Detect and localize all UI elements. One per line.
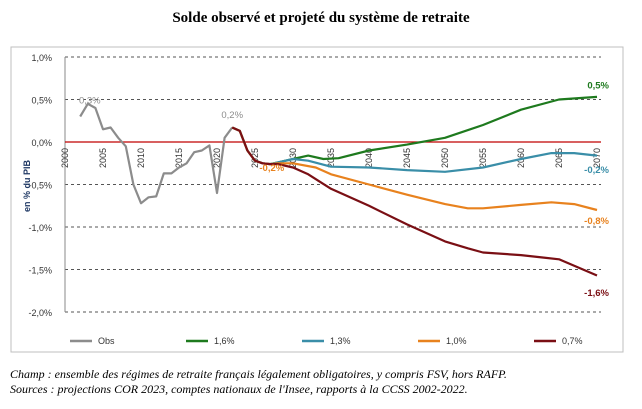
x-tick-label: 2015 bbox=[174, 148, 184, 168]
x-tick-label: 2045 bbox=[402, 148, 412, 168]
x-tick-label: 2055 bbox=[478, 148, 488, 168]
x-tick-label: 2040 bbox=[364, 148, 374, 168]
data-label: 0,2% bbox=[221, 110, 243, 121]
legend-label: 1,0% bbox=[446, 336, 467, 346]
series-line-Obs bbox=[79, 102, 234, 205]
data-label: 0,5% bbox=[587, 81, 609, 92]
y-tick-label: -1,5% bbox=[28, 266, 52, 276]
note-sources: Sources : projections COR 2023, comptes … bbox=[10, 382, 468, 396]
y-tick-label: 1,0% bbox=[31, 53, 52, 63]
data-label: -0,2% bbox=[259, 163, 284, 174]
data-label: 0,3% bbox=[79, 96, 101, 107]
x-tick-label: 2005 bbox=[98, 148, 108, 168]
y-tick-label: -0,5% bbox=[28, 181, 52, 191]
legend-label: 0,7% bbox=[562, 336, 583, 346]
y-tick-label: 0,5% bbox=[31, 96, 52, 106]
chart-frame bbox=[10, 46, 624, 353]
y-tick-label: 0,0% bbox=[31, 138, 52, 148]
x-tick-label: 2070 bbox=[592, 148, 602, 168]
y-tick-label: -2,0% bbox=[28, 308, 52, 318]
x-tick-label: 2020 bbox=[212, 148, 222, 168]
x-tick-label: 2000 bbox=[60, 148, 70, 168]
y-axis-label: en % du PIB bbox=[22, 160, 32, 213]
x-tick-label: 2025 bbox=[250, 148, 260, 168]
legend-label: 1,3% bbox=[330, 336, 351, 346]
series-line-1,0% bbox=[231, 126, 598, 212]
x-tick-label: 2010 bbox=[136, 148, 146, 168]
x-tick-label: 2065 bbox=[554, 148, 564, 168]
y-tick-label: -1,0% bbox=[28, 223, 52, 233]
data-label: -0,8% bbox=[584, 216, 609, 227]
series-line-0,7% bbox=[231, 126, 598, 277]
page-title: Solde observé et projeté du système de r… bbox=[172, 10, 470, 26]
data-label: -0,2% bbox=[584, 165, 609, 176]
x-tick-label: 2050 bbox=[440, 148, 450, 168]
data-label: -1,6% bbox=[584, 288, 609, 299]
legend-label: Obs bbox=[98, 336, 115, 346]
note-scope: Champ : ensemble des régimes de retraite… bbox=[10, 367, 507, 381]
legend-label: 1,6% bbox=[214, 336, 235, 346]
